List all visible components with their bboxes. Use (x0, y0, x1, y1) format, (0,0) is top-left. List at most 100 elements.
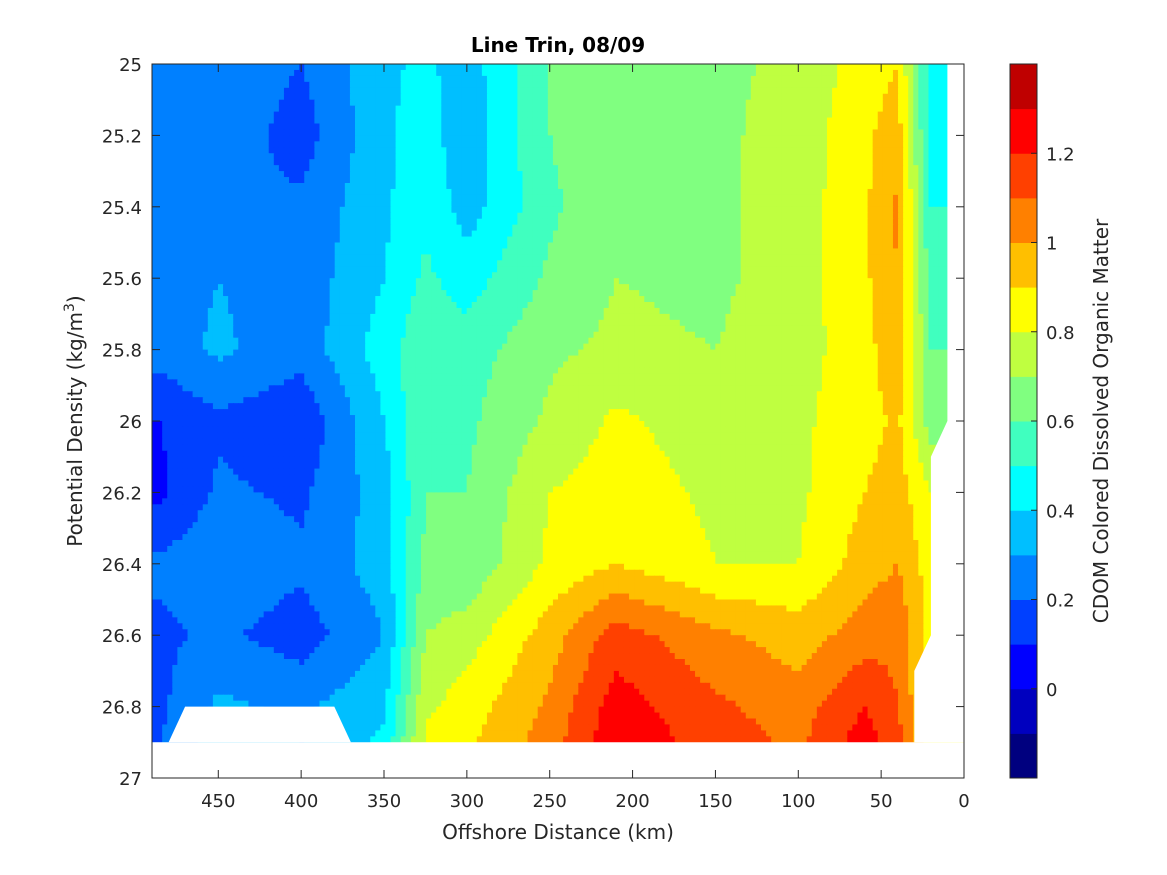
contour-cell (365, 64, 371, 71)
contour-cell (273, 87, 280, 95)
contour-cell (826, 81, 833, 89)
contour-cell (933, 75, 940, 83)
contour-cell (750, 105, 757, 113)
contour-cell (212, 183, 219, 190)
contour-cell (674, 165, 681, 172)
contour-cell (497, 200, 503, 208)
contour-cell (426, 129, 432, 136)
contour-cell (634, 129, 640, 136)
contour-cell (720, 69, 727, 77)
contour-cell (497, 111, 503, 119)
contour-cell (908, 64, 914, 71)
contour-cell (278, 64, 285, 71)
contour-cell (360, 147, 366, 154)
contour-cell (172, 129, 178, 136)
contour-cell (162, 153, 168, 160)
contour-cell (512, 218, 518, 226)
contour-cell (400, 224, 407, 232)
contour-cell (806, 105, 813, 113)
contour-cell (167, 69, 173, 77)
contour-cell (542, 69, 549, 77)
contour-cell (395, 183, 402, 190)
contour-cell (268, 147, 275, 154)
contour-cell (842, 153, 848, 160)
contour-cell (197, 200, 204, 208)
contour-cell (933, 147, 940, 154)
contour-cell (228, 188, 234, 196)
contour-cell (542, 105, 549, 113)
contour-cell (167, 188, 173, 196)
contour-cell (360, 141, 366, 148)
contour-cell (476, 200, 483, 208)
contour-cell (527, 75, 534, 83)
contour-cell (552, 188, 559, 196)
contour-cell (314, 105, 321, 113)
contour-cell (618, 236, 625, 244)
contour-cell (344, 105, 351, 113)
contour-cell (659, 135, 666, 142)
contour-cell (806, 99, 813, 107)
contour-cell (517, 212, 524, 220)
contour-cell (492, 206, 498, 214)
contour-cell (842, 165, 848, 172)
contour-cell (507, 87, 513, 95)
contour-cell (781, 105, 787, 113)
contour-cell (507, 159, 513, 166)
contour-cell (395, 206, 402, 214)
contour-cell (740, 141, 747, 148)
contour-cell (212, 230, 219, 238)
contour-cell (634, 64, 640, 71)
contour-cell (258, 123, 265, 131)
contour-cell (283, 200, 290, 208)
contour-cell (862, 87, 869, 95)
contour-cell (258, 159, 265, 166)
contour-cell (507, 105, 513, 113)
contour-cell (375, 230, 381, 238)
contour-cell (761, 171, 767, 178)
contour-cell (837, 93, 843, 101)
contour-cell (933, 69, 940, 77)
contour-cell (715, 93, 721, 101)
contour-cell (349, 69, 356, 77)
contour-cell (410, 129, 417, 136)
contour-cell (390, 64, 397, 71)
contour-cell (837, 200, 843, 208)
contour-cell (735, 135, 742, 142)
contour-cell (832, 236, 838, 244)
contour-cell (370, 111, 376, 119)
contour-cell (289, 188, 295, 196)
contour-cell (420, 242, 427, 250)
contour-cell (862, 117, 869, 125)
contour-cell (588, 81, 595, 89)
contour-cell (603, 236, 610, 244)
contour-cell (908, 218, 914, 226)
contour-cell (715, 64, 721, 71)
contour-cell (695, 75, 701, 83)
contour-cell (299, 194, 305, 202)
contour-cell (426, 206, 432, 214)
contour-cell (918, 75, 924, 83)
contour-cell (781, 218, 787, 226)
contour-cell (649, 81, 656, 89)
contour-cell (639, 111, 645, 119)
contour-cell (243, 75, 250, 83)
contour-cell (649, 99, 656, 107)
contour-cell (705, 230, 711, 238)
contour-cell (923, 171, 930, 178)
contour-cell (705, 194, 711, 202)
contour-cell (497, 64, 503, 71)
contour-cell (608, 75, 615, 83)
contour-cell (431, 129, 437, 136)
contour-cell (334, 93, 341, 101)
contour-cell (228, 129, 234, 136)
contour-cell (441, 99, 447, 107)
contour-cell (558, 87, 564, 95)
contour-cell (882, 81, 889, 89)
contour-cell (512, 230, 518, 238)
contour-cell (233, 242, 239, 250)
contour-cell (750, 123, 757, 131)
contour-cell (461, 200, 468, 208)
contour-cell (766, 117, 772, 125)
contour-cell (192, 105, 199, 113)
contour-cell (152, 81, 158, 89)
